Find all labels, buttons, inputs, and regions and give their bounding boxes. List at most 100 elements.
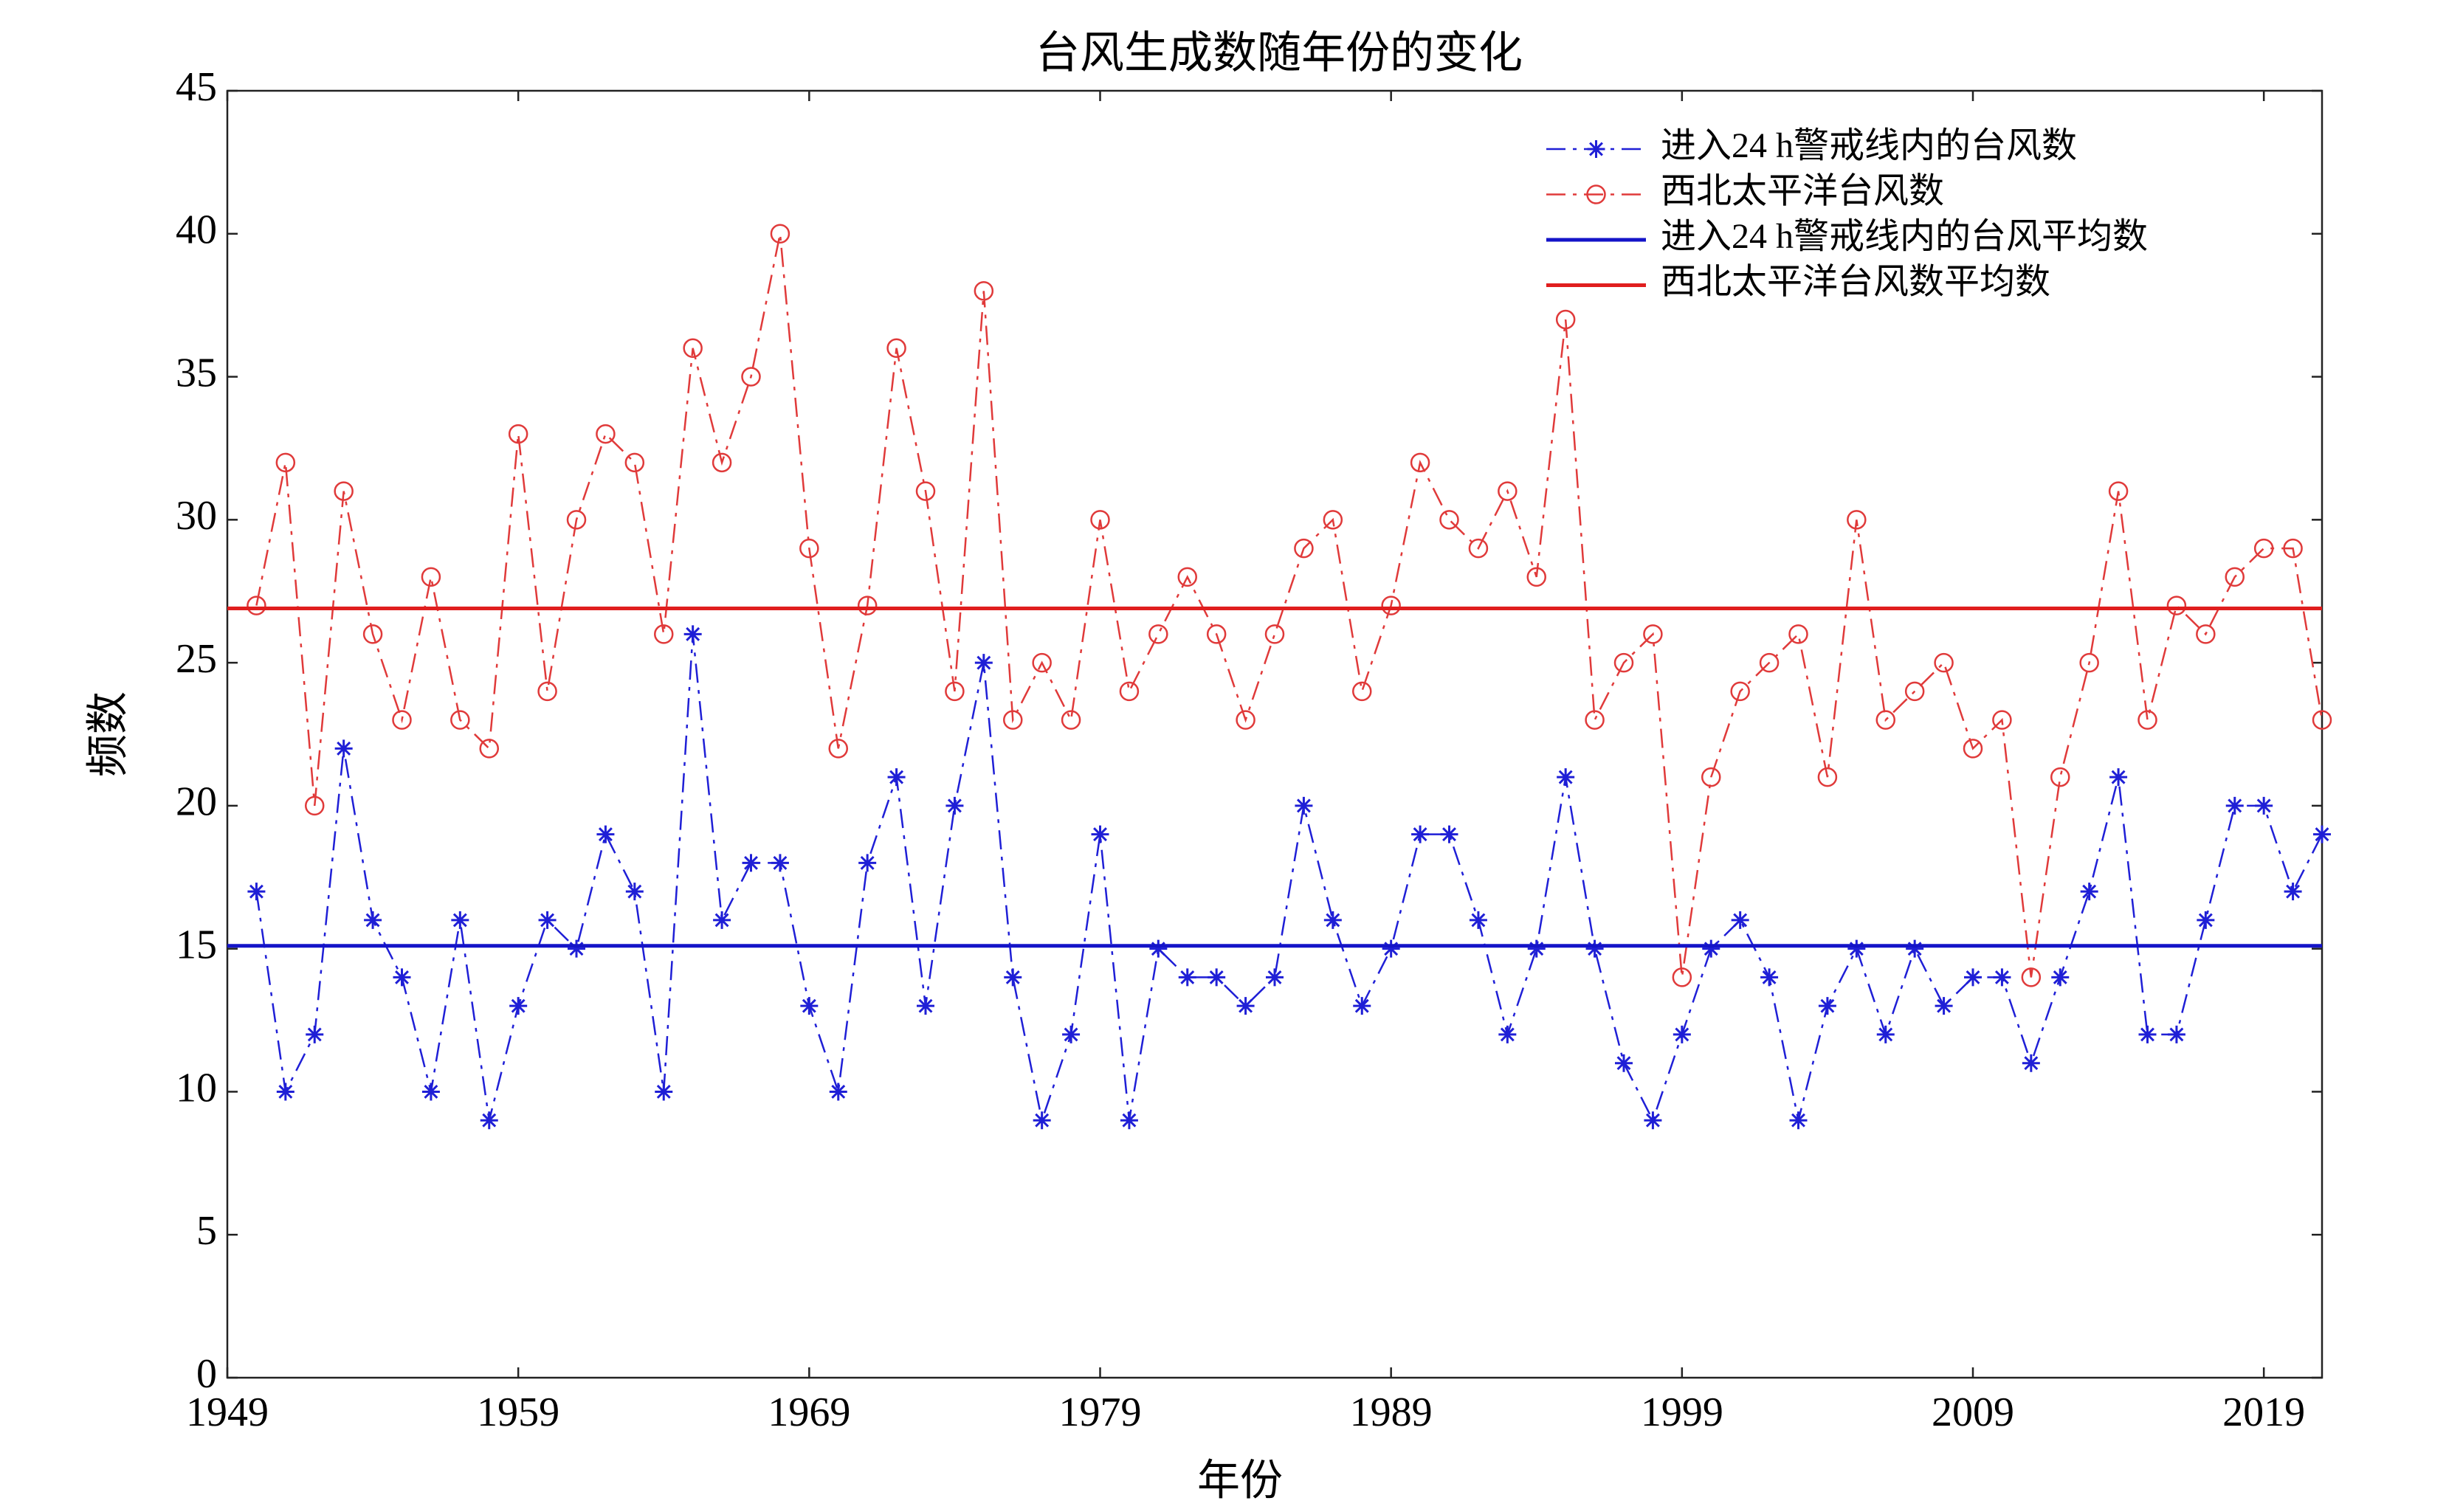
marker <box>2050 767 2070 787</box>
marker <box>624 452 645 473</box>
marker <box>712 452 732 473</box>
marker <box>1992 710 2012 730</box>
marker <box>596 825 615 843</box>
marker <box>306 1025 324 1043</box>
marker <box>1906 939 1924 958</box>
marker <box>625 883 644 901</box>
marker <box>1381 596 1401 615</box>
marker <box>1934 652 1954 673</box>
marker <box>2313 825 2331 843</box>
x-tick-label: 1959 <box>477 1390 559 1435</box>
marker <box>683 338 703 359</box>
marker <box>1206 624 1227 644</box>
marker <box>974 654 993 672</box>
marker <box>364 911 382 929</box>
marker <box>915 481 936 501</box>
marker <box>1439 510 1459 530</box>
marker <box>1062 1025 1081 1043</box>
marker <box>1759 652 1780 673</box>
marker <box>275 452 296 473</box>
marker <box>1964 968 1982 987</box>
x-tick-label: 2019 <box>2222 1390 2305 1435</box>
marker <box>1701 767 1721 787</box>
marker <box>683 625 702 643</box>
x-tick-label: 1979 <box>1059 1390 1142 1435</box>
marker <box>1120 1111 1138 1130</box>
marker <box>1731 911 1749 929</box>
marker <box>451 911 469 929</box>
marker <box>1091 825 1109 843</box>
marker <box>362 624 383 644</box>
marker <box>247 883 266 901</box>
marker <box>2225 567 2245 587</box>
y-tick-label: 40 <box>176 207 217 253</box>
marker <box>770 224 790 244</box>
marker <box>2051 968 2070 987</box>
marker <box>887 768 906 787</box>
marker <box>1498 481 1518 501</box>
marker <box>713 911 731 929</box>
legend-label: 西北太平洋台风数 <box>1661 172 1944 211</box>
x-axis-label: 年份 <box>1197 1456 1283 1504</box>
marker <box>1236 997 1255 1015</box>
marker <box>480 1111 498 1130</box>
marker <box>1353 997 1371 1015</box>
marker <box>537 681 557 702</box>
marker <box>2312 710 2332 730</box>
marker <box>1119 681 1140 702</box>
marker <box>1527 939 1546 958</box>
marker <box>1236 710 1255 730</box>
marker <box>1004 968 1022 987</box>
marker <box>450 710 470 730</box>
marker <box>1847 510 1867 530</box>
marker <box>2108 481 2129 501</box>
marker <box>421 567 441 587</box>
marker <box>1817 767 1838 787</box>
marker <box>741 367 761 387</box>
marker <box>1993 968 2011 987</box>
marker <box>1033 1111 1051 1130</box>
chart-title: 台风生成数随年份的变化 <box>1036 29 1523 77</box>
plot-frame <box>226 89 2324 1379</box>
x-tick-label: 1989 <box>1350 1390 1433 1435</box>
marker <box>1032 652 1052 673</box>
marker <box>393 968 411 987</box>
marker <box>1673 1025 1691 1043</box>
marker <box>1382 939 1400 958</box>
y-tick-label: 25 <box>176 636 217 682</box>
marker <box>1615 1054 1633 1072</box>
marker <box>392 710 412 730</box>
marker <box>1411 825 1430 843</box>
marker <box>945 796 964 815</box>
y-tick-label: 45 <box>176 64 217 110</box>
marker <box>1061 710 1081 730</box>
marker <box>1264 624 1285 644</box>
marker <box>1148 624 1168 644</box>
marker <box>742 854 760 872</box>
marker <box>1178 968 1196 987</box>
marker <box>829 1083 847 1101</box>
marker <box>2080 883 2098 901</box>
marker <box>1003 710 1023 730</box>
marker <box>2196 624 2216 644</box>
marker <box>2166 596 2187 615</box>
legend-label: 西北太平洋台风数平均数 <box>1661 263 2050 302</box>
x-tick-label: 1969 <box>768 1390 850 1435</box>
marker <box>2079 652 2099 673</box>
y-tick-label: 30 <box>176 493 217 539</box>
marker <box>2109 768 2128 787</box>
marker <box>2283 538 2303 559</box>
marker <box>1876 1025 1895 1043</box>
marker <box>1585 710 1605 730</box>
marker <box>568 939 585 958</box>
marker <box>1702 939 1720 958</box>
marker <box>596 424 616 444</box>
marker <box>1818 997 1836 1015</box>
marker <box>1789 1111 1808 1130</box>
marker <box>334 481 354 501</box>
marker <box>1177 567 1197 587</box>
marker <box>2022 1054 2040 1072</box>
marker <box>1323 510 1343 530</box>
marker <box>1643 624 1663 644</box>
